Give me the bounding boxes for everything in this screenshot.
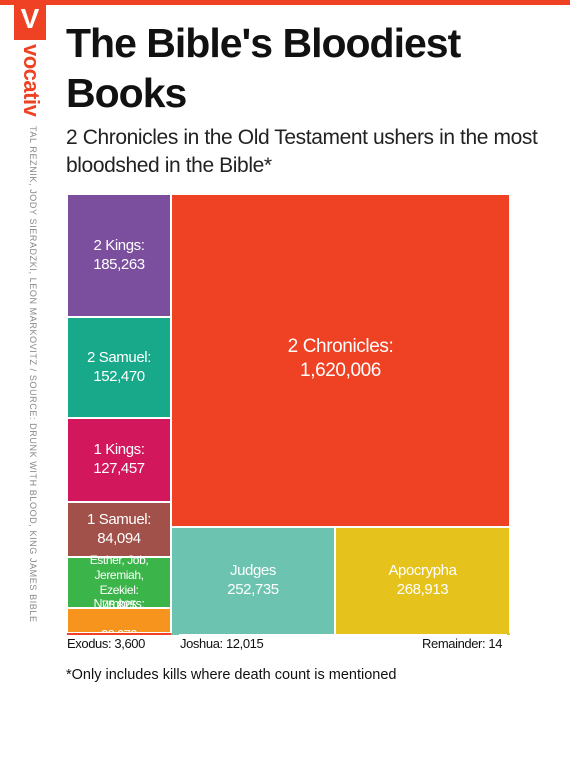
treemap-cell: Apocrypha 268,913 <box>335 527 510 635</box>
value-label: 84,094 <box>97 529 141 547</box>
chart-subtitle: 2 Chronicles in the Old Testament ushers… <box>66 126 538 177</box>
category-label: Exodus: <box>67 636 112 651</box>
category-label: 2 Chronicles: <box>287 336 394 357</box>
outside-label: Remainder: 14 <box>422 636 502 651</box>
category-label: Joshua: <box>180 636 223 651</box>
footnote: *Only includes kills where death count i… <box>66 667 397 683</box>
treemap-cell: Numbers: 38,972 <box>67 597 171 642</box>
category-label: Apocrypha <box>388 562 457 580</box>
treemap-cell: 1 Kings: 127,457 <box>67 418 171 502</box>
category-label: Esther, Job, Jeremiah, Ezekiel: <box>89 552 149 597</box>
treemap-cell: 2 Chronicles: 1,620,006 <box>171 194 510 527</box>
value-label: 14 <box>488 636 503 651</box>
treemap-cell: 2 Samuel: 152,470 <box>67 317 171 418</box>
value-label: 12,015 <box>225 636 264 651</box>
treemap-cell: Judges 252,735 <box>171 527 335 635</box>
value-label: 152,470 <box>93 367 145 385</box>
outside-label: Joshua: 12,015 <box>180 636 264 651</box>
credit: TAL REZNIK, JODY SIERADZKI, LEON MARKOVI… <box>28 126 38 623</box>
treemap-cell <box>171 633 179 635</box>
value-label: 38,972 <box>101 628 137 643</box>
category-label: Judges <box>230 562 276 580</box>
category-label: 1 Kings: <box>93 441 145 459</box>
chart-title: The Bible's Bloodiest Books <box>66 20 461 116</box>
category-label: Numbers: <box>93 597 145 612</box>
value-label: 185,263 <box>93 255 145 273</box>
value-label: 252,735 <box>227 581 279 598</box>
top-bar <box>0 0 570 5</box>
value-label: 268,913 <box>396 581 449 598</box>
category-label: 2 Kings: <box>93 236 145 254</box>
outside-label: Exodus: 3,600 <box>67 636 145 651</box>
logo: V <box>14 0 46 40</box>
value-label: 1,620,006 <box>300 359 381 381</box>
treemap-cell: Esther, Job, Jeremiah, Ezekiel: 75,825 <box>67 553 171 612</box>
category-label: 1 Samuel: <box>87 510 151 528</box>
value-label: 3,600 <box>114 636 145 651</box>
treemap-cell: 2 Kings: 185,263 <box>67 194 171 317</box>
treemap-cell <box>507 633 510 635</box>
treemap-cell <box>67 633 171 635</box>
treemap-cell: 1 Samuel: 84,094 <box>67 502 171 557</box>
category-label: Remainder: <box>422 636 486 651</box>
value-label: 127,457 <box>93 460 145 477</box>
brand: vocativ <box>19 44 44 117</box>
category-label: 2 Samuel: <box>87 348 151 366</box>
spacer <box>117 613 120 629</box>
